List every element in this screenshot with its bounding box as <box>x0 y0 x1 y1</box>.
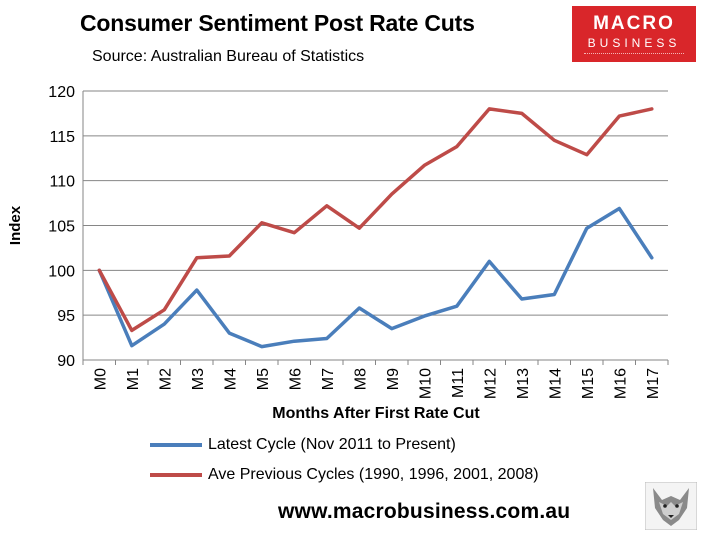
y-tick-label-105: 105 <box>48 219 75 236</box>
x-tick-label-M3: M3 <box>190 368 207 390</box>
legend-swatch-latest <box>150 443 202 447</box>
series-line-previous <box>97 107 654 333</box>
y-tick-label-120: 120 <box>48 84 75 101</box>
y-tick-label-90: 90 <box>57 353 75 370</box>
x-axis-title: Months After First Rate Cut <box>272 405 480 422</box>
x-tick-label-M4: M4 <box>222 368 239 390</box>
legend: Latest Cycle (Nov 2011 to Present) Ave P… <box>150 430 539 490</box>
website-url: www.macrobusiness.com.au <box>278 500 571 523</box>
x-tick-label-M14: M14 <box>547 368 564 399</box>
y-tick-label-115: 115 <box>49 129 75 146</box>
legend-item-latest: Latest Cycle (Nov 2011 to Present) <box>150 430 539 460</box>
x-tick-label-M9: M9 <box>385 368 402 390</box>
x-tick-label-M16: M16 <box>612 368 629 399</box>
x-tick-label-M0: M0 <box>92 368 109 390</box>
logo-line-2: BUSINESS <box>587 36 681 50</box>
legend-item-previous: Ave Previous Cycles (1990, 1996, 2001, 2… <box>150 460 539 490</box>
y-axis-title: Index <box>7 205 24 245</box>
y-tick-label-100: 100 <box>48 263 75 280</box>
series-line-latest <box>97 206 654 349</box>
chart-title: Consumer Sentiment Post Rate Cuts <box>80 10 475 36</box>
x-tick-label-M7: M7 <box>320 368 337 390</box>
x-tick-label-M1: M1 <box>125 368 142 390</box>
x-tick-label-M5: M5 <box>255 368 272 390</box>
x-tick-label-M17: M17 <box>645 368 662 399</box>
logo-line-1: MACRO <box>593 13 675 34</box>
x-tick-label-M6: M6 <box>287 368 304 390</box>
y-tick-label-95: 95 <box>57 308 75 325</box>
legend-label-latest: Latest Cycle (Nov 2011 to Present) <box>208 436 456 453</box>
x-tick-label-M11: M11 <box>450 368 467 398</box>
x-tick-label-M8: M8 <box>352 368 369 390</box>
chart-source: Source: Australian Bureau of Statistics <box>92 48 365 65</box>
x-tick-label-M2: M2 <box>157 368 174 390</box>
wolf-logo-icon <box>645 482 697 530</box>
x-tick-label-M10: M10 <box>417 368 434 399</box>
legend-label-previous: Ave Previous Cycles (1990, 1996, 2001, 2… <box>208 466 539 483</box>
x-tick-label-M12: M12 <box>482 368 499 399</box>
logo-dots <box>584 53 684 58</box>
x-tick-label-M13: M13 <box>515 368 532 399</box>
legend-swatch-previous <box>150 473 202 477</box>
x-tick-label-M15: M15 <box>580 368 597 399</box>
macrobusiness-logo: MACRO BUSINESS <box>572 6 696 62</box>
y-tick-label-110: 110 <box>49 174 75 191</box>
